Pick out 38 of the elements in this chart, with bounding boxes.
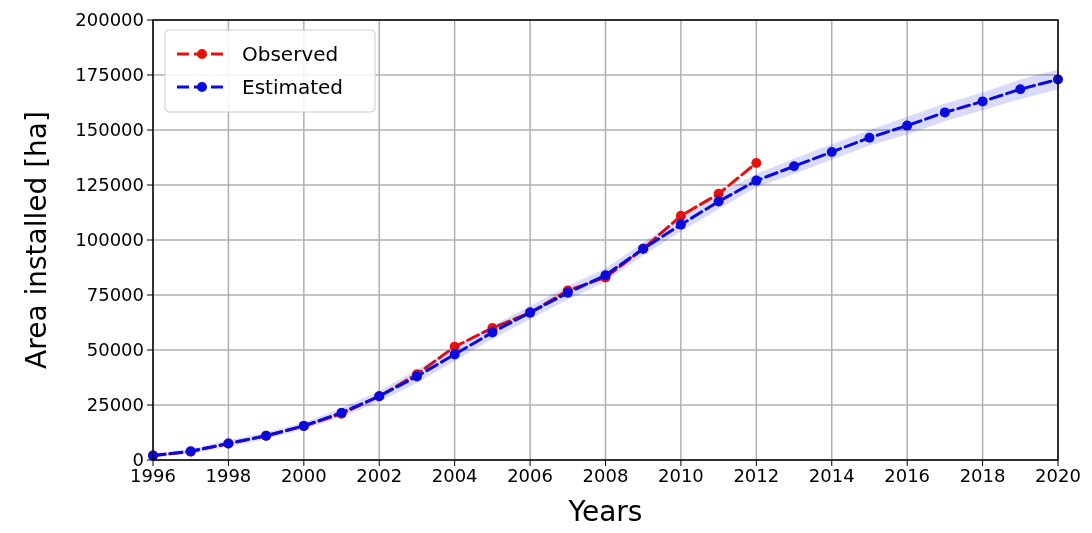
y-tick-label: 150000 bbox=[75, 119, 144, 140]
y-tick-label: 75000 bbox=[86, 284, 144, 305]
x-tick-label: 2016 bbox=[884, 465, 931, 486]
point bbox=[751, 175, 762, 186]
y-axis-title: Area installed [ha] bbox=[20, 111, 53, 369]
x-tick-label: 2012 bbox=[733, 465, 780, 486]
point bbox=[939, 107, 950, 118]
point bbox=[675, 210, 686, 221]
x-axis-title: Years bbox=[567, 495, 643, 528]
y-tick-label: 125000 bbox=[75, 174, 144, 195]
point bbox=[864, 132, 875, 143]
point bbox=[826, 147, 837, 157]
legend-label: Observed bbox=[242, 42, 339, 66]
x-tick-label: 2014 bbox=[808, 465, 855, 486]
legend-label: Estimated bbox=[242, 75, 344, 99]
y-tick-label: 25000 bbox=[86, 394, 144, 415]
x-tick-label: 2018 bbox=[959, 465, 1006, 486]
point bbox=[751, 158, 762, 168]
y-tick-label: 200000 bbox=[75, 9, 144, 30]
point bbox=[449, 349, 460, 360]
x-tick-label: 1998 bbox=[205, 465, 252, 486]
x-tick-label: 2008 bbox=[582, 465, 629, 486]
point bbox=[977, 96, 988, 107]
x-tick-label: 2000 bbox=[280, 465, 327, 486]
point bbox=[487, 327, 498, 338]
point bbox=[675, 219, 686, 230]
point bbox=[789, 161, 800, 172]
point bbox=[1015, 84, 1026, 95]
x-tick-label: 2006 bbox=[507, 465, 553, 486]
point bbox=[902, 120, 913, 131]
y-tick-label: 175000 bbox=[75, 64, 144, 85]
y-tick-label: 50000 bbox=[86, 339, 144, 360]
x-tick-label: 2004 bbox=[431, 465, 478, 486]
x-tick-label: 2010 bbox=[658, 465, 704, 486]
x-tick-label: 2020 bbox=[1035, 465, 1081, 486]
y-tick-label: 100000 bbox=[75, 229, 144, 250]
point bbox=[713, 196, 724, 207]
x-tick-label: 2002 bbox=[356, 465, 403, 486]
